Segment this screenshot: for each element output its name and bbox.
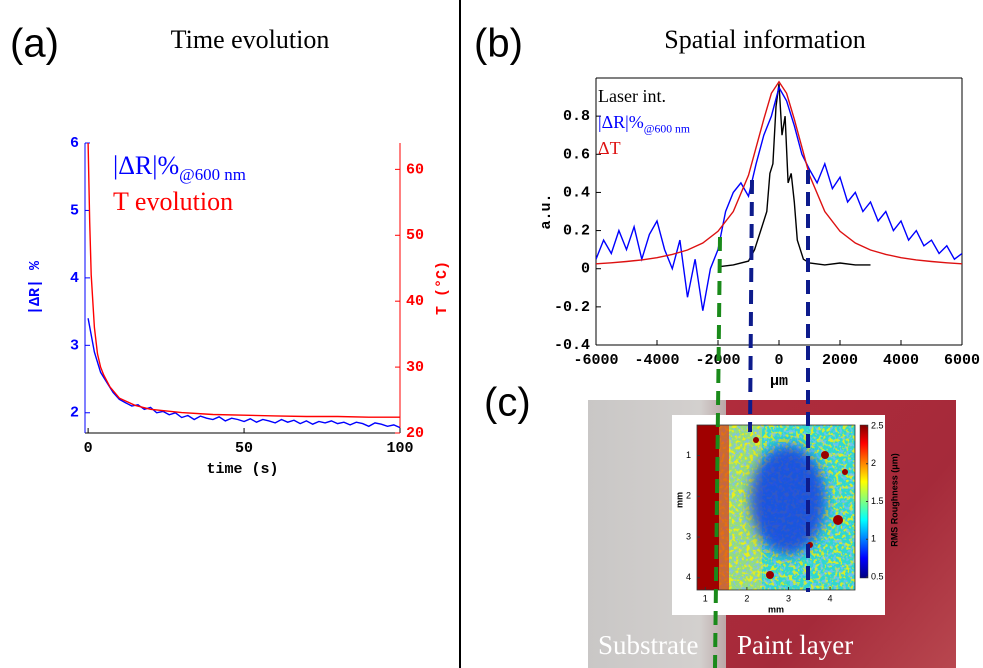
y-tick-label: 4	[686, 572, 691, 582]
y-tick-label: 3	[686, 531, 691, 541]
legend-subscript: @600 nm	[644, 122, 690, 135]
y2-tick-label: 30	[406, 359, 424, 376]
y-axis-label: |ΔR| %	[27, 260, 44, 315]
y-tick-label: 0.6	[563, 146, 590, 163]
x-tick-label: 2	[744, 593, 749, 603]
y2-tick-label: 20	[406, 425, 424, 442]
series-line	[717, 83, 871, 268]
roughness-map	[697, 425, 855, 590]
y-tick-label: 1	[686, 450, 691, 460]
series-line	[596, 80, 962, 265]
series-line	[87, 143, 400, 418]
x-axis-label: mm	[768, 604, 784, 614]
colorbar-tick-label: 0.5	[871, 571, 884, 581]
x-tick-label: 50	[235, 440, 253, 457]
y-tick-label: 4	[70, 270, 79, 287]
colorbar-tick-label: 2	[871, 458, 876, 468]
x-tick-label: 0	[774, 352, 783, 369]
colorbar-label: RMS Roughness (μm)	[889, 453, 899, 547]
legend-entry: T evolution	[113, 187, 233, 216]
x-tick-label: 4	[828, 593, 833, 603]
y2-axis-label: T (°C)	[434, 261, 451, 315]
y-tick-label: 2	[686, 491, 691, 501]
region-label: Substrate	[598, 630, 699, 660]
x-tick-label: 100	[386, 440, 413, 457]
y-tick-label: 0.4	[563, 184, 590, 201]
legend-subscript: @600 nm	[179, 165, 246, 184]
x-axis-label: μm	[770, 373, 788, 390]
region-label: Paint layer	[737, 630, 853, 660]
series-line	[87, 318, 400, 429]
legend-name: |ΔR|%	[113, 151, 179, 180]
y2-tick-label: 40	[406, 293, 424, 310]
legend-name: Laser int.	[598, 86, 666, 106]
panel-label: (c)	[484, 381, 531, 425]
y2-tick-label: 50	[406, 227, 424, 244]
x-tick-label: 3	[786, 593, 791, 603]
y-tick-label: 0.8	[563, 108, 590, 125]
y-tick-label: 5	[70, 202, 79, 219]
guide-line	[748, 179, 754, 433]
y-tick-label: 0	[581, 261, 590, 278]
y-tick-label: -0.2	[554, 299, 590, 316]
y-tick-label: -0.4	[554, 337, 590, 354]
y-axis-label: a.u.	[538, 193, 555, 229]
x-tick-label: -4000	[634, 352, 679, 369]
panel-label: (b)	[474, 22, 523, 66]
y-axis-label: mm	[674, 492, 684, 508]
y-tick-label: 6	[70, 135, 79, 152]
x-tick-label: 0	[84, 440, 93, 457]
chart-title: Time evolution	[171, 25, 330, 54]
colorbar-tick-label: 2.5	[871, 420, 884, 430]
panel-label: (a)	[10, 22, 59, 66]
colorbar-tick-label: 1.5	[871, 496, 884, 506]
y-tick-label: 2	[70, 405, 79, 422]
legend-entry: ΔT	[598, 138, 621, 158]
legend-entry: Laser int.	[598, 86, 666, 106]
x-tick-label: 4000	[883, 352, 919, 369]
legend-name: T evolution	[113, 187, 233, 216]
legend-name: |ΔR|%	[598, 112, 644, 132]
map-frame	[696, 424, 856, 591]
x-axis-label: time (s)	[206, 461, 278, 478]
colorbar-tick-label: 1	[871, 534, 876, 544]
x-tick-label: -6000	[573, 352, 618, 369]
x-tick-label: 6000	[944, 352, 980, 369]
legend-entry: |ΔR|%@600 nm	[598, 112, 690, 135]
series-line	[596, 85, 962, 311]
sample-photo	[588, 400, 956, 668]
legend-entry: |ΔR|%@600 nm	[113, 151, 246, 184]
y-tick-label: 0.2	[563, 223, 590, 240]
x-tick-label: 2000	[822, 352, 858, 369]
y-tick-label: 3	[70, 337, 79, 354]
legend-name: ΔT	[598, 138, 621, 158]
y2-tick-label: 60	[406, 161, 424, 178]
chart-title: Spatial information	[664, 25, 865, 54]
x-tick-label: 1	[703, 593, 708, 603]
guide-line	[713, 236, 722, 668]
guide-lines: Substrate Paint layer	[598, 170, 853, 668]
